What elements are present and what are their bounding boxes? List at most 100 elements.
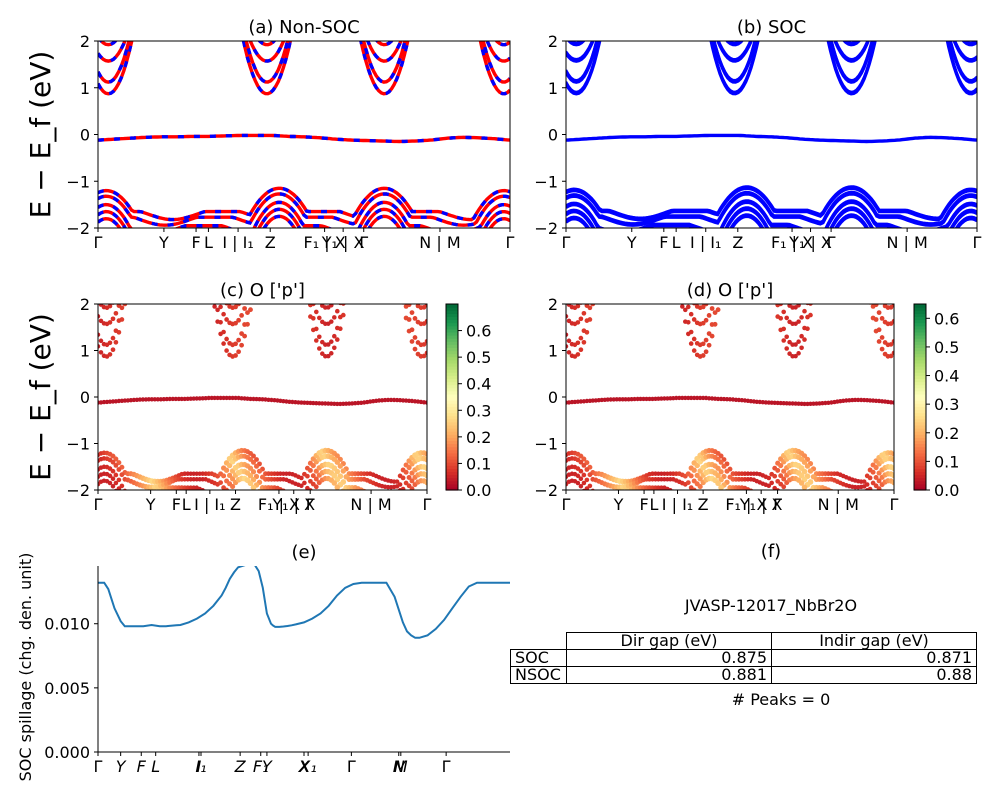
x-tick-label: Γ [442,757,451,776]
colorbar-tick-label: 0.2 [466,428,491,447]
band-dot [239,343,244,348]
x-tick-label: Γ [562,233,571,252]
band-dot [314,310,319,315]
band-dot [802,326,807,331]
y-tick-label: 1 [548,79,558,98]
band-dot [338,463,343,468]
band-dot [111,347,116,352]
y-tick-label: 2 [548,32,558,51]
band-dot [329,319,334,324]
band-dot [218,480,223,485]
band-dot [874,317,879,322]
band-dot [796,319,801,324]
band-dot [338,301,343,306]
band-dot [236,338,241,343]
panel-c-title: (c) O ['p'] [220,280,305,301]
band-dot [111,316,116,321]
band-dot [781,338,786,343]
colorbar-tick-label: 0.5 [466,348,491,367]
colorbar-tick-label: 0.4 [934,367,959,386]
y-tick-label: −1 [534,435,558,454]
table-cell: 0.881 [567,667,772,684]
x-tick-label: F [137,757,147,776]
panel-e-title: (e) [291,542,316,563]
band-dot [805,301,810,306]
band-dot [111,469,116,474]
band-dot [689,341,694,346]
band-dot [877,327,882,332]
panel-b-plot [566,18,977,248]
x-tick-label: Y [262,757,273,776]
band-dot [880,316,885,321]
band-dot [582,473,587,478]
band-dot [769,481,774,486]
band-dot [404,470,409,475]
band-dot [805,315,810,320]
band-line-red [98,135,510,141]
x-tick-label: F [191,233,200,252]
colorbar-tick-label: 0.2 [934,424,959,443]
band-dot [401,487,406,492]
x-tick-label: Z [265,233,276,252]
band-dot [692,337,697,342]
band-dot [593,490,598,495]
table-row-label: NSOC [511,667,567,684]
table-cell: 0.871 [772,650,977,667]
band-dot [796,339,801,344]
band-dot [799,346,804,351]
x-tick-label: N | M [419,233,460,252]
band-dot [704,318,709,323]
band-dot [212,304,217,309]
band-dot [713,310,718,315]
band-dot [721,464,726,469]
panel-d: 210−1−2Γ Y F L I | I₁ Z F₁ | XY₁ | XΓ N | M Γ(d)… [534,280,898,514]
x-tick-label: L [151,757,160,776]
band-dot [680,304,685,309]
band-dot [224,337,229,342]
panel-c: 210−1−2Γ Y F L I | I₁ Z F₁ | XY₁ | XΓ N | M Γ(c)… [24,280,432,514]
panel-d-frame [566,304,894,490]
band-dot [567,350,572,355]
band-dot [579,484,584,489]
band-dot [686,305,691,310]
x-tick-label: Γ [347,757,356,776]
panel-b-title: (b) SOC [737,17,806,38]
band-dot [590,489,595,494]
colorbar-c: 0.00.10.20.30.40.50.6 [446,304,491,500]
colorbar-tick-label: 0.6 [934,309,959,328]
band-dot [799,334,804,339]
band-dot [704,338,709,343]
band-dot [221,330,226,335]
colorbar-tick-label: 0.1 [466,454,491,473]
band-dot [880,335,885,340]
band-dot [410,339,415,344]
band-dot [236,318,241,323]
y-tick-label: −1 [534,172,558,191]
panel-a: 210−1−2Γ Y F L I | I₁ Z F₁ | XY₁ | XΓ N | M Γ(a)… [24,17,515,252]
colorbar-tick-label: 0.3 [934,395,959,414]
band-dot [865,482,870,487]
band-dot [410,327,415,332]
panel-f-title: (f) [566,541,976,562]
x-tick-label: Y₁ | X [321,233,365,252]
band-dot [767,476,772,481]
x-tick-label: M [394,757,408,776]
band-dot [784,346,789,351]
x-tick-label: F [172,495,181,514]
band-dot [413,335,418,340]
band-dot [868,487,873,492]
band-dot [719,460,724,465]
band-dot [579,316,584,321]
band-dot [582,489,587,494]
x-tick-label: Γ [562,495,571,514]
band-dot [114,328,119,333]
band-dot [579,336,584,341]
colorbar-tick-label: 0.6 [466,322,491,341]
x-tick-label: Γ [506,233,515,252]
band-dot [108,320,113,325]
band-dot [332,334,337,339]
band-dot [579,469,584,474]
band-dot [239,313,244,318]
band-line [566,135,977,141]
